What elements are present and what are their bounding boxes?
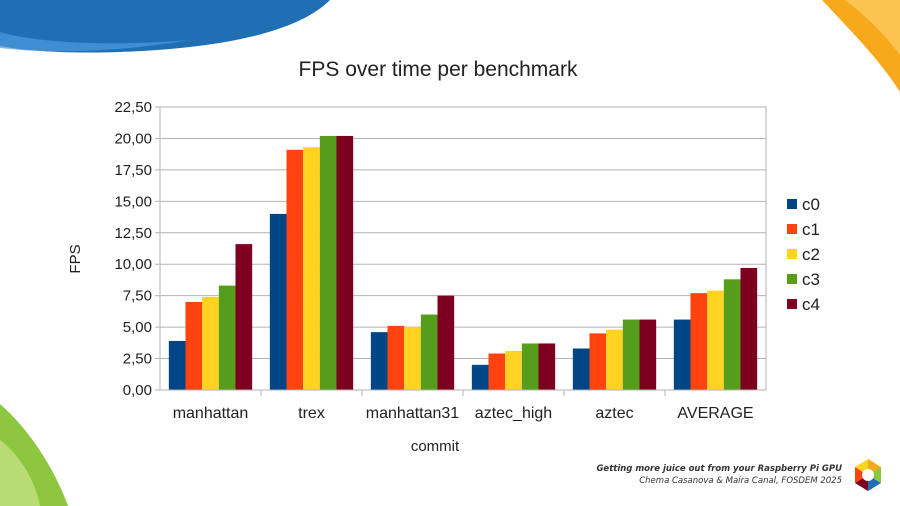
bar-c2-aztec [606,329,623,390]
bar-c4-trex [336,135,354,390]
bar-c4-aztec [639,319,657,390]
legend-label-c4: c4 [802,295,820,314]
top-right-light-orange-shape [845,0,900,55]
chart-title: FPS over time per benchmark [299,58,578,81]
bar-c3-AVERAGE [723,279,741,390]
footer-authors: Chema Casanova & Maíra Canal, FOSDEM 202… [639,476,842,486]
slide-footer: Getting more juice out from your Raspber… [596,463,842,487]
bar-c0-manhattan31 [370,332,388,390]
y-tick-label: 2,50 [123,351,152,368]
legend-label-c1: c1 [802,220,820,239]
y-tick-label: 5,00 [123,319,152,336]
bottom-left-light-green-shape [0,440,40,506]
y-tick-label: 7,50 [123,288,152,305]
bar-c3-trex [319,135,337,390]
x-tick-label: trex [298,405,325,422]
bar-c0-manhattan [168,340,186,390]
legend-swatch-c0 [787,199,797,209]
bar-c0-aztec [572,348,590,390]
bar-c1-manhattan31 [387,325,405,390]
legend: c0 c1 c2 c3 c4 [787,195,820,314]
bar-c3-manhattan31 [420,314,438,390]
bar-c0-trex [269,213,287,390]
top-left-blue-swoosh [0,0,330,53]
footer-title: Getting more juice out from your Raspber… [596,464,842,474]
bar-c1-aztec_high [488,353,506,390]
y-tick-label: 0,00 [123,382,152,399]
bar-c4-manhattan31 [437,295,455,390]
bars [168,135,758,390]
bar-c1-trex [286,149,304,390]
legend-label-c3: c3 [802,270,820,289]
y-tick-label: 20,00 [114,130,152,147]
bar-c4-aztec_high [538,343,556,390]
bar-c4-manhattan [235,244,253,390]
y-tick-label: 10,00 [114,256,152,273]
axes [159,106,767,391]
conference-logo-icon [855,459,881,491]
bar-c1-aztec [589,333,607,390]
x-tick-label: manhattan31 [366,405,460,422]
legend-label-c2: c2 [802,245,820,264]
y-tick-label: 12,50 [114,225,152,242]
bar-c4-AVERAGE [740,267,758,390]
y-tick-labels: 0,00 2,50 5,00 7,50 10,00 12,50 15,00 17,50 20,0… [114,99,152,399]
legend-label-c0: c0 [802,195,820,214]
x-tick-label: manhattan [173,405,249,422]
plot-area-border [159,106,767,391]
bar-c3-aztec [622,319,640,390]
bar-c1-manhattan [185,301,203,390]
x-axis-label: commit [411,438,460,455]
x-tick-labels: manhattan trex manhattan31 aztec_high aztec A… [173,405,754,422]
bar-c2-aztec_high [505,351,522,390]
top-left-light-blue-band [0,32,190,52]
bar-c2-trex [303,147,320,390]
y-tick-label: 22,50 [114,99,152,116]
bar-c0-AVERAGE [673,319,691,390]
bar-c2-manhattan [202,296,219,390]
legend-swatch-c2 [787,249,797,259]
bar-c2-AVERAGE [707,290,724,390]
bar-c3-manhattan [218,285,236,390]
x-tick-label: aztec [595,405,633,422]
bar-c3-aztec_high [521,343,539,390]
legend-swatch-c3 [787,274,797,284]
x-tick-label: aztec_high [475,405,552,422]
y-tick-label: 15,00 [114,193,152,210]
bar-c0-aztec_high [471,364,489,390]
legend-swatch-c4 [787,299,797,309]
legend-swatch-c1 [787,224,797,234]
x-tick-label: AVERAGE [677,405,753,422]
bar-c2-manhattan31 [404,327,421,390]
y-axis-label: FPS [67,244,84,273]
y-tick-label: 17,50 [114,162,152,179]
bar-c1-AVERAGE [690,293,708,390]
